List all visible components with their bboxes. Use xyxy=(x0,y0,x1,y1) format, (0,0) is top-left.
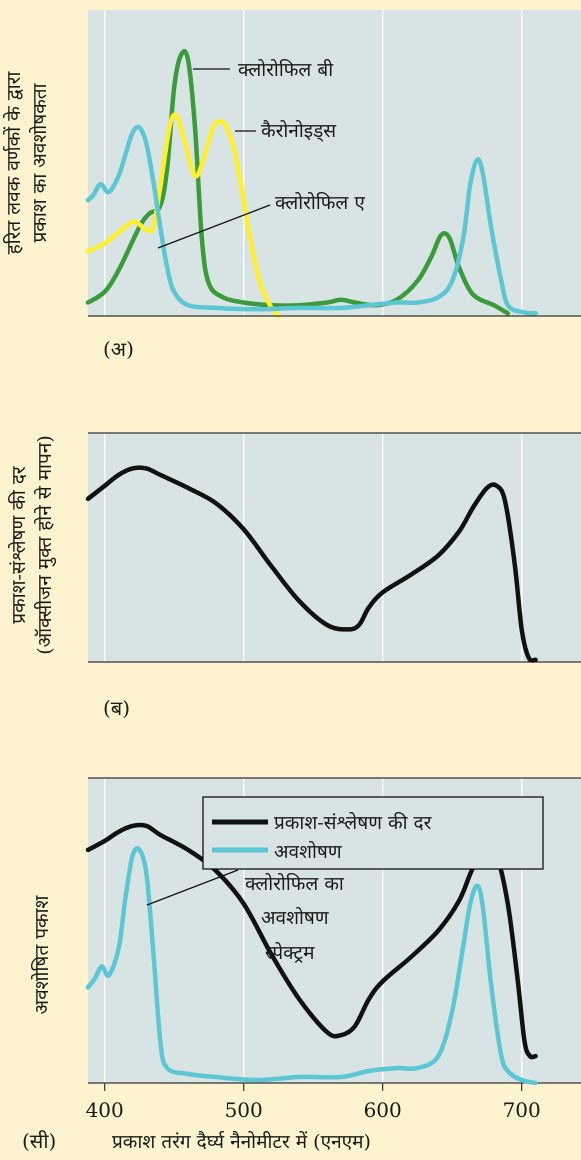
annotation-leader-chlorophyll-a xyxy=(157,204,271,249)
panel-a-series xyxy=(85,49,538,319)
panel-b-plot-area xyxy=(88,433,581,662)
legend-label-absorption: अवशोषण xyxy=(274,840,342,863)
annotation-absorption-line3: स्पेक्ट्रम xyxy=(265,941,315,964)
annotation-leader-absorption-spectrum xyxy=(146,869,239,906)
panel-b-series xyxy=(85,465,538,663)
annotation-chlorophyll-a: क्लोरोफिल ए xyxy=(275,191,365,214)
panel-c-label: (सी) xyxy=(22,1129,56,1153)
panel-b-label: (ब) xyxy=(103,696,130,720)
panel-b-ylabel-line2: (ऑक्सीजन मुक्त होने से मापन) xyxy=(33,435,57,654)
annotation-chlorophyll-b: क्लोरोफिल बी xyxy=(238,58,334,81)
x-tick-label-600: 600 xyxy=(364,1098,402,1122)
panel-b-ylabel-line1: प्रकाश-संश्लेषण की दर xyxy=(7,465,30,624)
annotation-absorption-line1: क्लोरोफिल का xyxy=(245,872,345,895)
legend: प्रकाश-संश्लेषण की दर अवशोषण xyxy=(202,796,544,870)
series-line-photosynthesis-rate xyxy=(85,465,538,663)
series-line-chlorophyll-b xyxy=(85,49,511,316)
series-line-chlorophyll-a xyxy=(85,124,538,316)
series-line-photosynthesis-rate xyxy=(85,822,538,1060)
annotation-carotenoids: कैरोनोइड्स xyxy=(261,119,337,142)
panel-a-ylabel-line1: हरित लवक वर्णकों के द्वारा xyxy=(2,71,25,255)
annotation-absorption-line2: अवशोषण xyxy=(261,906,329,929)
x-tick-label-400: 400 xyxy=(86,1098,124,1122)
panel-a-ylabel-line2: प्रकाश का अवशोषकता xyxy=(28,82,51,242)
panel-a-grid xyxy=(103,10,523,316)
series-line-carotenoids xyxy=(85,112,281,319)
x-tick-label-500: 500 xyxy=(225,1098,263,1122)
series-line-absorption xyxy=(85,846,538,1086)
legend-box xyxy=(202,796,544,870)
panel-c-x-ticks: 400 500 600 700 xyxy=(86,1083,541,1122)
panel-c-series xyxy=(85,822,538,1086)
panel-a-label: (अ) xyxy=(103,337,134,361)
panel-c-ylabel: अवशोषित पकाश xyxy=(30,894,53,1014)
panel-c-xlabel: प्रकाश तरंग दैर्घ्य नैनोमीटर में (एनएम) xyxy=(112,1130,371,1153)
x-tick-label-700: 700 xyxy=(503,1098,541,1122)
legend-label-photosynthesis-rate: प्रकाश-संश्लेषण की दर xyxy=(274,811,433,834)
